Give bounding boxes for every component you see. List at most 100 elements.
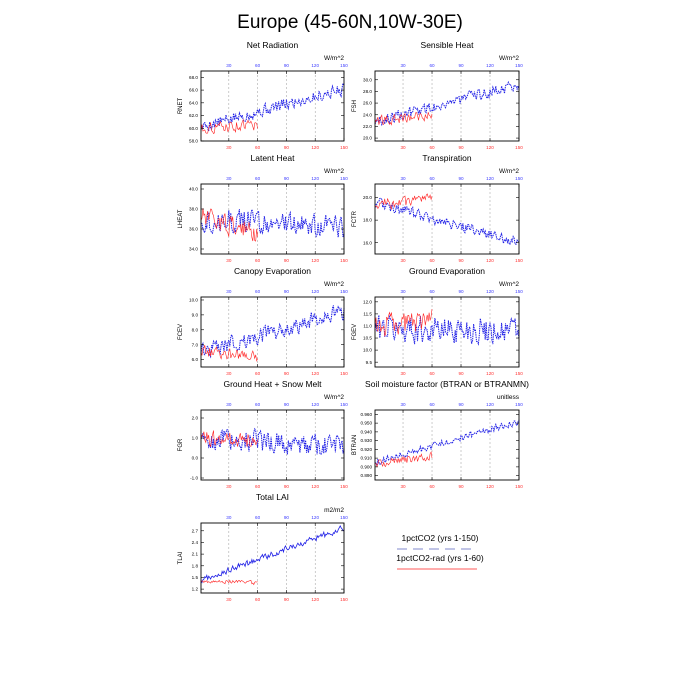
y-axis-label: BTRAN [352,435,358,455]
x-tick-label-bottom: 120 [311,145,319,150]
x-tick-label-bottom: 120 [486,258,494,263]
series-line-1pctco2-rad [374,193,433,210]
panels: Net Radiation W/m^2 RNET 58.0 60.0 62.0 64.0 66… [178,40,529,602]
plot-frame [200,409,345,481]
x-tick-label-top: 30 [226,515,232,520]
x-tick-label-bottom: 150 [340,145,348,150]
plot-frame [374,409,520,481]
x-tick-label-bottom: 150 [515,484,523,489]
y-tick-label: 58.0 [189,139,198,144]
units-label: W/m^2 [499,281,519,288]
series-line-1pctco2 [200,427,345,456]
x-tick-label-top: 90 [284,402,290,407]
x-tick-label-top: 90 [458,289,464,294]
y-tick-label: 2.4 [192,540,199,545]
x-tick-label-top: 120 [311,402,319,407]
y-tick-label: 0.930 [361,438,373,443]
y-axis-label: RNET [178,98,184,115]
x-tick-label-bottom: 30 [400,371,406,376]
panel-title: Ground Heat + Snow Melt [223,379,322,389]
x-tick-label-top: 150 [515,176,523,181]
page-title: Europe (45-60N,10W-30E) [237,12,463,33]
panel-3: Transpiration W/m^2 FCTR 16.0 18.0 20.0 30 30 60… [352,153,523,263]
y-tick-label: 0.910 [361,456,373,461]
x-tick-label-bottom: 150 [340,258,348,263]
y-tick-label: 1.2 [192,587,199,592]
legend: 1pctCO2 (yrs 1-150) 1pctCO2-rad (yrs 1-60… [396,533,484,570]
y-tick-label: 26.0 [363,101,372,106]
x-tick-label-bottom: 30 [400,484,406,489]
x-tick-label-top: 90 [284,289,290,294]
x-tick-label-top: 60 [255,402,261,407]
x-tick-label-top: 150 [515,289,523,294]
y-tick-label: 0.900 [361,464,373,469]
panel-title: Sensible Heat [421,40,475,50]
y-tick-label: 2.1 [192,552,199,557]
x-tick-label-top: 30 [400,402,406,407]
series-line-1pctco2 [374,80,520,127]
x-tick-label-top: 150 [340,402,348,407]
x-tick-label-bottom: 30 [400,145,406,150]
x-tick-label-bottom: 90 [458,371,464,376]
y-tick-label: 11.0 [363,324,372,329]
x-tick-label-top: 90 [458,402,464,407]
y-tick-label: 6.0 [192,357,199,362]
x-tick-label-bottom: 30 [400,258,406,263]
x-tick-label-bottom: 90 [284,371,290,376]
x-tick-label-bottom: 30 [226,371,232,376]
y-axis-label: FGR [178,438,184,451]
units-label: unitless [497,394,520,401]
y-tick-label: 1.8 [192,563,199,568]
series-line-1pctco2-rad [200,579,258,586]
x-tick-label-top: 30 [226,289,232,294]
units-label: W/m^2 [324,281,344,288]
y-tick-label: 8.0 [192,327,199,332]
x-tick-label-bottom: 120 [311,484,319,489]
y-tick-label: 0.940 [361,429,373,434]
y-tick-label: 10.0 [363,348,372,353]
units-label: W/m^2 [324,394,344,401]
x-tick-label-top: 90 [284,176,290,181]
panel-title: Ground Evaporation [409,266,485,276]
x-tick-label-bottom: 150 [340,597,348,602]
y-tick-label: 0.920 [361,447,373,452]
y-tick-label: 2.7 [192,528,199,533]
units-label: W/m^2 [324,168,344,175]
series-line-1pctco2 [200,525,345,584]
x-tick-label-bottom: 90 [284,258,290,263]
panel-5: Ground Evaporation W/m^2 FGEV 9.5 10.0 10.5 11… [352,266,523,376]
panel-title: Transpiration [422,153,472,163]
x-tick-label-top: 120 [486,176,494,181]
x-tick-label-top: 150 [340,515,348,520]
y-tick-label: -1.0 [190,476,198,481]
x-tick-label-top: 60 [255,515,261,520]
y-tick-label: 66.0 [189,88,198,93]
units-label: W/m^2 [499,168,519,175]
x-tick-label-bottom: 60 [429,145,435,150]
x-tick-label-top: 150 [340,289,348,294]
y-tick-label: 0.890 [361,473,373,478]
x-tick-label-top: 150 [340,63,348,68]
series-line-1pctco2-rad [374,309,433,337]
panel-7: Soil moisture factor (BTRAN or BTRANMN) u… [352,379,529,489]
y-tick-label: 62.0 [189,113,198,118]
y-tick-label: 28.0 [363,89,372,94]
x-tick-label-bottom: 30 [226,484,232,489]
series-line-1pctco2 [374,197,520,246]
x-tick-label-top: 30 [400,176,406,181]
y-tick-label: 9.5 [366,360,373,365]
y-tick-label: 22.0 [363,124,372,129]
x-tick-label-top: 30 [226,176,232,181]
panel-2: Latent Heat W/m^2 LHEAT 34.0 36.0 38.0 40.0 30 3… [178,153,348,263]
y-tick-label: 30.0 [363,77,372,82]
legend-label: 1pctCO2 (yrs 1-150) [402,533,479,543]
y-tick-label: 0.950 [361,421,373,426]
x-tick-label-bottom: 90 [458,258,464,263]
x-tick-label-top: 60 [429,63,435,68]
y-tick-label: 34.0 [189,247,198,252]
x-tick-label-top: 90 [284,63,290,68]
x-tick-label-bottom: 150 [340,484,348,489]
units-label: W/m^2 [499,55,519,62]
x-tick-label-top: 60 [255,63,261,68]
